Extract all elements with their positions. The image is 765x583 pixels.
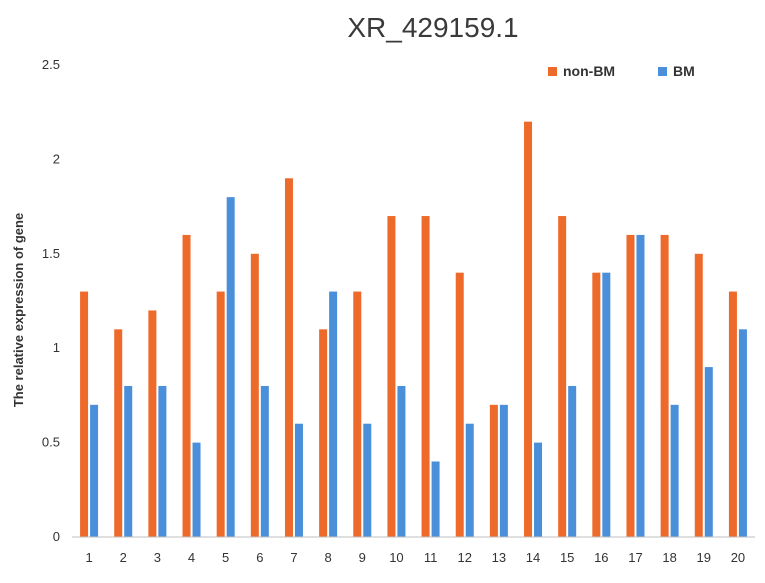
x-tick-label: 12 <box>457 550 471 565</box>
x-tick-label: 18 <box>662 550 676 565</box>
bar-non-bm-10 <box>387 216 396 538</box>
bar-bm-8 <box>329 291 338 537</box>
bar-bm-19 <box>704 367 713 537</box>
bar-bm-14 <box>534 442 543 537</box>
x-tick-label: 8 <box>325 550 332 565</box>
legend: non-BM BM <box>548 63 695 79</box>
bar-bm-15 <box>568 385 577 537</box>
y-tick-label: 0 <box>53 529 60 544</box>
bar-non-bm-7 <box>284 178 293 537</box>
x-tick-label: 14 <box>526 550 540 565</box>
bar-non-bm-17 <box>626 234 635 538</box>
bar-bm-11 <box>431 461 440 537</box>
x-tick-label: 19 <box>697 550 711 565</box>
bar-bm-18 <box>670 404 679 537</box>
bar-non-bm-6 <box>250 253 259 538</box>
bar-non-bm-9 <box>353 291 362 537</box>
bar-non-bm-20 <box>728 291 737 537</box>
bar-bm-13 <box>499 404 508 537</box>
y-tick-label: 2.5 <box>42 57 60 72</box>
bar-non-bm-11 <box>421 216 430 538</box>
x-tick-label: 1 <box>85 550 92 565</box>
x-tick-label: 20 <box>731 550 745 565</box>
bar-non-bm-4 <box>182 234 191 538</box>
x-tick-label: 10 <box>389 550 403 565</box>
bar-non-bm-5 <box>216 291 225 537</box>
bar-bm-10 <box>397 385 406 537</box>
bar-bm-6 <box>260 385 269 537</box>
x-tick-label: 17 <box>628 550 642 565</box>
bar-non-bm-14 <box>524 121 533 537</box>
bar-bm-12 <box>465 423 474 537</box>
y-tick-label: 2 <box>53 151 60 166</box>
legend-label-bm: BM <box>673 63 695 79</box>
x-axis-ticks: 1 2 3 4 5 6 7 8 9 10 11 12 13 14 15 16 17 18 19 20 <box>85 550 745 565</box>
bar-bm-2 <box>124 385 133 537</box>
x-tick-label: 11 <box>424 550 438 565</box>
bars <box>80 121 747 538</box>
bar-non-bm-15 <box>558 216 567 538</box>
bar-non-bm-16 <box>592 272 601 537</box>
bar-non-bm-2 <box>114 329 123 537</box>
x-tick-label: 3 <box>154 550 161 565</box>
bar-non-bm-3 <box>148 310 157 537</box>
x-tick-label: 5 <box>222 550 229 565</box>
x-tick-label: 6 <box>256 550 263 565</box>
x-tick-label: 7 <box>290 550 297 565</box>
bar-bm-7 <box>294 423 303 537</box>
bar-non-bm-19 <box>694 253 703 538</box>
legend-swatch-non-bm <box>548 67 557 76</box>
bar-bm-16 <box>602 272 611 537</box>
bar-non-bm-1 <box>80 291 89 537</box>
chart-title: XR_429159.1 <box>347 12 518 43</box>
bar-bm-5 <box>226 197 235 537</box>
bar-bm-9 <box>363 423 372 537</box>
y-tick-label: 1.5 <box>42 246 60 261</box>
bar-non-bm-8 <box>319 329 328 537</box>
x-tick-label: 9 <box>359 550 366 565</box>
legend-swatch-bm <box>658 67 667 76</box>
x-tick-label: 16 <box>594 550 608 565</box>
x-tick-label: 2 <box>120 550 127 565</box>
legend-label-non-bm: non-BM <box>563 63 615 79</box>
bar-bm-1 <box>90 404 99 537</box>
bar-non-bm-12 <box>455 272 464 537</box>
bar-bm-20 <box>738 329 747 537</box>
bar-bm-3 <box>158 385 167 537</box>
bar-bm-4 <box>192 442 201 537</box>
x-tick-label: 4 <box>188 550 195 565</box>
y-tick-label: 0.5 <box>42 435 60 450</box>
bar-bm-17 <box>636 234 645 538</box>
y-axis-title: The relative expression of gene <box>11 213 26 407</box>
x-tick-label: 13 <box>492 550 506 565</box>
x-tick-label: 15 <box>560 550 574 565</box>
y-axis-ticks: 0 0.5 1 1.5 2 2.5 <box>42 57 60 544</box>
y-tick-label: 1 <box>53 340 60 355</box>
bar-non-bm-18 <box>660 234 669 538</box>
bar-non-bm-13 <box>489 404 498 537</box>
